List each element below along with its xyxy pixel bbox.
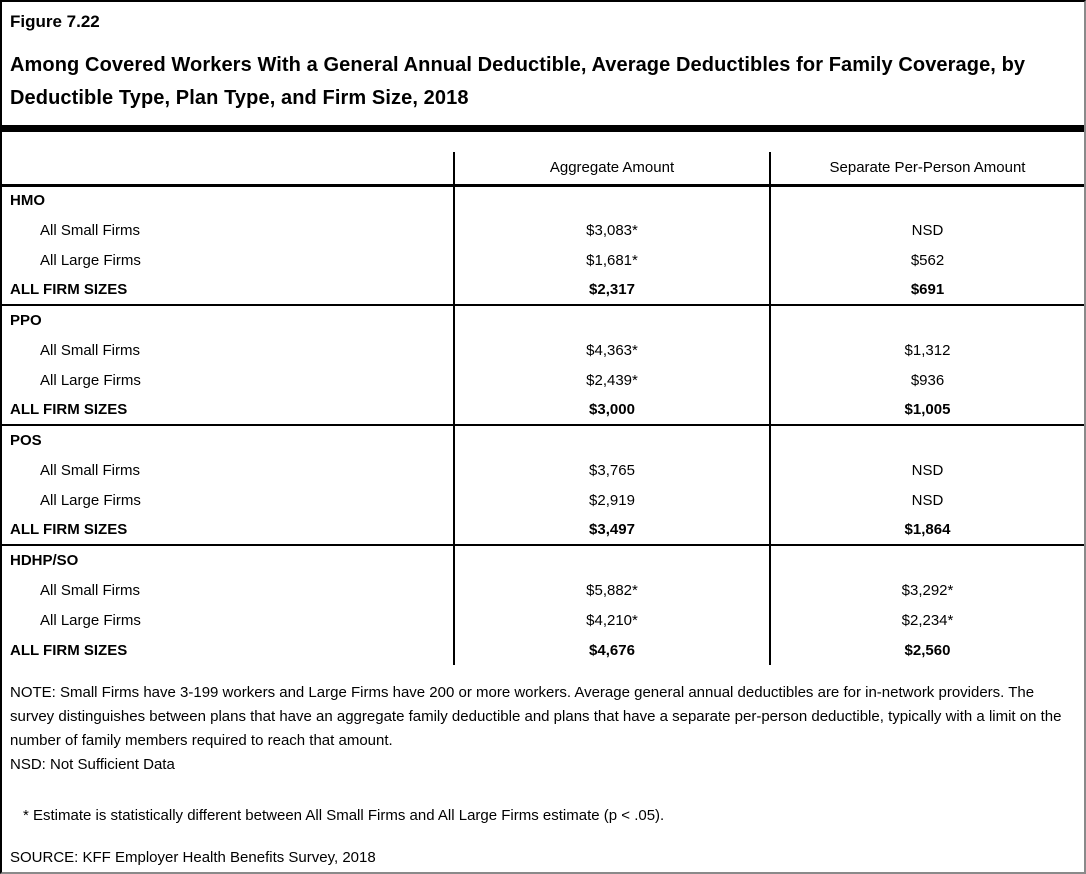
section-header-row: PPO — [2, 304, 1084, 335]
section-label: HDHP/SO — [2, 544, 454, 575]
empty-separate-cell — [769, 424, 1084, 455]
aggregate-value-cell: $1,681* — [453, 245, 770, 275]
section-header-row: HMO — [2, 184, 1084, 215]
separate-value-cell: $936 — [769, 365, 1084, 395]
note-text: NOTE: Small Firms have 3-199 workers and… — [10, 684, 1062, 749]
asterisk-note: * Estimate is statistically different be… — [23, 807, 665, 824]
row-label: All Large Firms — [40, 611, 141, 629]
table-row: All Small Firms $3,083* NSD — [2, 215, 1084, 245]
row-label: All Small Firms — [40, 221, 140, 239]
empty-separate-cell — [769, 304, 1084, 335]
aggregate-value-cell: $2,439* — [453, 365, 770, 395]
row-label: All Large Firms — [40, 491, 141, 509]
table-row: ALL FIRM SIZES $2,317 $691 — [2, 275, 1084, 305]
table-row: All Small Firms $5,882* $3,292* — [2, 575, 1084, 605]
separate-value-cell: $691 — [769, 275, 1084, 305]
row-label-column-header — [2, 152, 454, 187]
row-label: All Small Firms — [40, 461, 140, 479]
separate-value-cell: $1,312 — [769, 335, 1084, 365]
separate-value-cell: $1,005 — [769, 395, 1084, 425]
empty-separate-cell — [769, 184, 1084, 215]
aggregate-value-cell: $3,497 — [453, 515, 770, 545]
section-label: PPO — [2, 304, 454, 335]
row-label: All Small Firms — [40, 581, 140, 599]
title-divider — [2, 125, 1084, 132]
notes-block: NOTE: Small Firms have 3-199 workers and… — [2, 665, 1084, 866]
section-header-row: POS — [2, 424, 1084, 455]
figure-label: Figure 7.22 — [10, 12, 100, 31]
table-row: All Large Firms $4,210* $2,234* — [2, 605, 1084, 635]
aggregate-value-cell: $3,765 — [453, 455, 770, 485]
empty-aggregate-cell — [453, 184, 770, 215]
aggregate-value-cell: $2,919 — [453, 485, 770, 515]
table-row: All Large Firms $1,681* $562 — [2, 245, 1084, 275]
source-note: SOURCE: KFF Employer Health Benefits Sur… — [10, 849, 376, 866]
table-body: HMO All Small Firms $3,083* NSD All Large Fi… — [2, 184, 1084, 665]
table-row: All Small Firms $4,363* $1,312 — [2, 335, 1084, 365]
row-label: ALL FIRM SIZES — [10, 641, 128, 659]
table-row: ALL FIRM SIZES $3,000 $1,005 — [2, 395, 1084, 425]
aggregate-value-cell: $5,882* — [453, 575, 770, 605]
separate-value-cell: $3,292* — [769, 575, 1084, 605]
figure-header: Figure 7.22 Among Covered Workers With a… — [2, 2, 1084, 115]
table-row: ALL FIRM SIZES $3,497 $1,864 — [2, 515, 1084, 545]
header-spacer-row — [2, 132, 1084, 152]
deductibles-table: Aggregate Amount Separate Per-Person Amo… — [2, 132, 1084, 665]
row-label: All Large Firms — [40, 251, 141, 269]
table-row: All Large Firms $2,919 NSD — [2, 485, 1084, 515]
aggregate-value-cell: $3,000 — [453, 395, 770, 425]
separate-value-cell: $1,864 — [769, 515, 1084, 545]
separate-value-cell: NSD — [769, 455, 1084, 485]
separate-value-cell: NSD — [769, 485, 1084, 515]
empty-aggregate-cell — [453, 544, 770, 575]
nsd-note: NSD: Not Sufficient Data — [10, 756, 175, 773]
aggregate-value-cell: $4,363* — [453, 335, 770, 365]
row-label: ALL FIRM SIZES — [10, 281, 128, 298]
aggregate-value-cell: $2,317 — [453, 275, 770, 305]
table-head: Aggregate Amount Separate Per-Person Amo… — [2, 132, 1084, 187]
section-label: POS — [2, 424, 454, 455]
separate-value-cell: NSD — [769, 215, 1084, 245]
column-header-row: Aggregate Amount Separate Per-Person Amo… — [2, 152, 1084, 187]
row-label: All Large Firms — [40, 371, 141, 389]
table-row: All Large Firms $2,439* $936 — [2, 365, 1084, 395]
aggregate-value-cell: $3,083* — [453, 215, 770, 245]
row-label: All Small Firms — [40, 341, 140, 359]
empty-aggregate-cell — [453, 424, 770, 455]
section-label: HMO — [2, 184, 454, 215]
column-header-separate: Separate Per-Person Amount — [769, 152, 1084, 187]
separate-value-cell: $2,560 — [769, 635, 1084, 665]
row-label: ALL FIRM SIZES — [10, 521, 128, 538]
separate-value-cell: $562 — [769, 245, 1084, 275]
figure-title: Among Covered Workers With a General Ann… — [10, 54, 1026, 109]
section-header-row: HDHP/SO — [2, 544, 1084, 575]
spacer-cell — [2, 132, 1084, 152]
table-row: ALL FIRM SIZES $4,676 $2,560 — [2, 635, 1084, 665]
aggregate-value-cell: $4,210* — [453, 605, 770, 635]
empty-separate-cell — [769, 544, 1084, 575]
column-header-aggregate: Aggregate Amount — [453, 152, 770, 187]
row-label: ALL FIRM SIZES — [10, 401, 128, 418]
aggregate-value-cell: $4,676 — [453, 635, 770, 665]
empty-aggregate-cell — [453, 304, 770, 335]
table-row: All Small Firms $3,765 NSD — [2, 455, 1084, 485]
separate-value-cell: $2,234* — [769, 605, 1084, 635]
